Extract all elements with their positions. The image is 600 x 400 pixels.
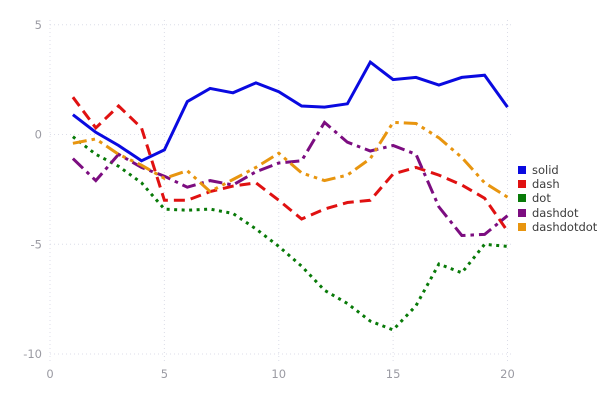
x-tick-label-0: 0 (46, 367, 53, 381)
legend-label-dash: dash (532, 177, 560, 192)
legend-item-solid: solid (518, 163, 597, 177)
y-tick-label--10: -10 (23, 347, 42, 361)
legend: solid dash dot dashdot dashdotdot (518, 163, 597, 234)
gridlines (49, 20, 513, 362)
x-tick-label-10: 10 (271, 367, 286, 381)
legend-label-solid: solid (532, 163, 559, 177)
series-line-dot (71, 135, 508, 332)
series-line-dashdot (71, 120, 509, 238)
legend-label-dot: dot (532, 191, 551, 206)
legend-label-dashdot: dashdot (532, 205, 579, 220)
series-line-dashdotdot (72, 120, 509, 199)
legend-item-dashdot: dashdot (518, 206, 597, 220)
legend-item-dot: dot (518, 191, 597, 205)
legend-label-dashdotdot: dashdotdot (532, 219, 598, 234)
x-tick-label-5: 5 (161, 367, 168, 381)
legend-swatch-dash (518, 180, 526, 189)
series-line-dash (71, 96, 509, 232)
legend-item-dash: dash (518, 177, 597, 191)
y-tick-label-0: 0 (35, 128, 42, 142)
legend-item-dashdotdot: dashdotdot (518, 220, 597, 234)
legend-swatch-dashdot (518, 208, 526, 217)
legend-swatch-solid (518, 166, 526, 175)
x-tick-label-20: 20 (500, 367, 515, 381)
series-lines (71, 59, 509, 332)
y-tick-label-5: 5 (35, 18, 42, 32)
y-tick-label--5: -5 (31, 237, 42, 251)
series-line-solid (71, 59, 509, 163)
axis-tick-labels: 0 5 10 15 20 5 0 -5 -10 (23, 18, 515, 381)
legend-swatch-dashdotdot (518, 222, 526, 231)
x-tick-label-15: 15 (386, 367, 401, 381)
legend-swatch-dot (518, 194, 526, 203)
